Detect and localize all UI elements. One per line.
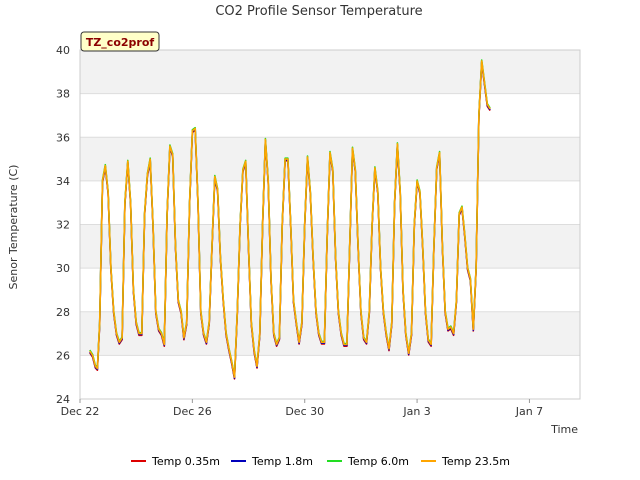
x-tick-label: Dec 30 <box>285 405 324 418</box>
y-tick-label: 38 <box>56 88 70 101</box>
y-axis-ticks: 24 26 28 30 32 34 36 38 40 <box>56 44 70 406</box>
y-tick-label: 32 <box>56 219 70 232</box>
plot-frame <box>79 49 581 400</box>
y-tick-label: 24 <box>56 393 70 406</box>
legend-label-temp-1-8m: Temp 1.8m <box>251 455 313 468</box>
y-tick-label: 30 <box>56 262 70 275</box>
plot-band <box>80 180 580 225</box>
x-tick-label: Dec 22 <box>61 405 100 418</box>
series-lines <box>89 59 491 380</box>
legend-label-temp-0-35m: Temp 0.35m <box>151 455 220 468</box>
y-tick-label: 36 <box>56 131 70 144</box>
y-tick-label: 40 <box>56 44 70 57</box>
chart-title: CO2 Profile Sensor Temperature <box>215 4 422 19</box>
legend-item-temp-1-8m[interactable]: Temp 1.8m <box>231 455 313 468</box>
y-tick-label: 26 <box>56 349 70 362</box>
x-tick-label: Jan 7 <box>515 405 543 418</box>
legend-label-temp-23-5m: Temp 23.5m <box>441 455 510 468</box>
plot-band <box>80 224 580 269</box>
x-tick-label: Dec 26 <box>173 405 212 418</box>
y-tick-label: 28 <box>56 306 70 319</box>
legend-item-temp-23-5m[interactable]: Temp 23.5m <box>421 455 510 468</box>
x-axis-title: Time <box>550 423 578 436</box>
legend[interactable]: Temp 0.35m Temp 1.8m Temp 6.0m Temp 23.5… <box>131 455 510 468</box>
y-axis-title: Senor Temperature (C) <box>7 165 20 290</box>
annotation-box: TZ_co2prof <box>80 31 160 52</box>
y-tick-label: 34 <box>56 175 70 188</box>
plot-band <box>80 355 580 399</box>
legend-item-temp-0-35m[interactable]: Temp 0.35m <box>131 455 220 468</box>
x-axis-ticks: Dec 22 Dec 26 Dec 30 Jan 3 Jan 7 <box>61 399 543 418</box>
plot-band <box>80 93 580 138</box>
annotation-label: TZ_co2prof <box>86 36 155 49</box>
plot-background-bands <box>80 50 580 399</box>
legend-label-temp-6-0m: Temp 6.0m <box>347 455 409 468</box>
plot-band <box>80 311 580 356</box>
plot-band <box>80 50 580 94</box>
x-tick-label: Jan 3 <box>402 405 430 418</box>
annotation-frame <box>80 31 160 52</box>
series-line-temp-23-5m <box>89 60 491 379</box>
plot-band <box>80 268 580 312</box>
legend-item-temp-6-0m[interactable]: Temp 6.0m <box>327 455 409 468</box>
